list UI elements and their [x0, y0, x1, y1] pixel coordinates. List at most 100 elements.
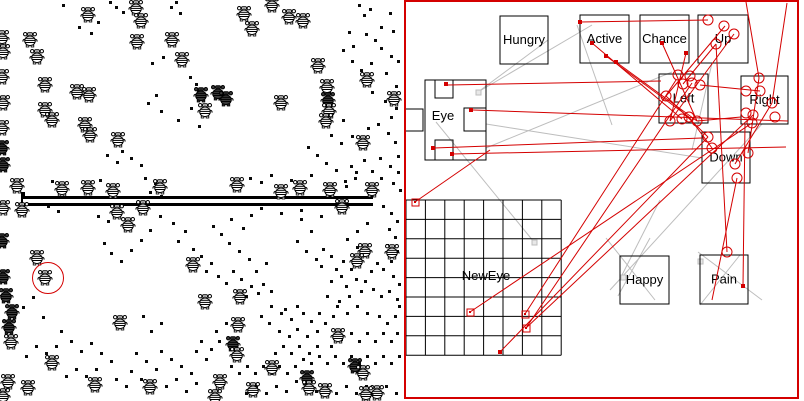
bug-sprite[interactable]	[0, 120, 10, 136]
bug-sprite[interactable]	[82, 127, 98, 143]
bug-sprite[interactable]	[9, 178, 25, 194]
eye-sensor-cell[interactable]	[463, 107, 487, 132]
bug-sprite[interactable]	[112, 315, 128, 331]
world-panel[interactable]	[0, 0, 404, 401]
bug-sprite[interactable]	[54, 181, 70, 197]
bug-sprite[interactable]	[133, 13, 149, 29]
bug-sprite[interactable]	[0, 269, 11, 285]
bug-sprite[interactable]	[245, 382, 261, 398]
bug-sprite[interactable]	[359, 72, 375, 88]
bug-sprite[interactable]	[164, 32, 180, 48]
bug-sprite[interactable]	[4, 304, 20, 320]
bug-sprite[interactable]	[20, 380, 36, 396]
bug-sprite[interactable]	[232, 289, 248, 305]
bug-sprite[interactable]	[0, 140, 10, 156]
bug-sprite[interactable]	[207, 389, 223, 401]
bug-sprite[interactable]	[0, 69, 10, 85]
bug-sprite[interactable]	[0, 233, 10, 249]
bug-sprite[interactable]	[185, 257, 201, 273]
eye-sensor-cell[interactable]	[434, 79, 454, 99]
food-dot	[142, 315, 145, 318]
food-dot	[382, 205, 385, 208]
node-box-hungry[interactable]	[499, 15, 549, 65]
food-dot	[380, 177, 383, 180]
bug-sprite[interactable]	[264, 360, 280, 376]
bug-sprite[interactable]	[0, 44, 11, 60]
bug-sprite[interactable]	[273, 184, 289, 200]
bug-sprite[interactable]	[105, 183, 121, 199]
bug-sprite[interactable]	[0, 388, 11, 401]
bug-sprite[interactable]	[318, 113, 334, 129]
bug-sprite[interactable]	[349, 253, 365, 269]
bug-sprite[interactable]	[230, 317, 246, 333]
food-dot	[97, 215, 100, 218]
bug-sprite[interactable]	[295, 13, 311, 29]
node-box-chance[interactable]	[639, 14, 690, 64]
bug-sprite[interactable]	[273, 95, 289, 111]
bug-sprite[interactable]	[317, 383, 333, 399]
bug-sprite[interactable]	[0, 288, 14, 304]
connection-line-red	[665, 95, 709, 138]
bug-sprite[interactable]	[229, 347, 245, 363]
bug-sprite[interactable]	[29, 49, 45, 65]
node-box-right[interactable]	[740, 75, 789, 125]
bug-sprite[interactable]	[44, 355, 60, 371]
bug-sprite[interactable]	[0, 157, 11, 173]
bug-sprite[interactable]	[334, 199, 350, 215]
node-box-up[interactable]	[697, 14, 749, 64]
bug-sprite[interactable]	[110, 132, 126, 148]
bug-sprite[interactable]	[81, 87, 97, 103]
bug-sprite[interactable]	[1, 319, 17, 335]
bug-sprite[interactable]	[310, 58, 326, 74]
eye-sensor-cell[interactable]	[434, 139, 454, 161]
red-hollow-square-dot	[469, 311, 471, 313]
bug-sprite[interactable]	[193, 87, 209, 103]
bug-sprite[interactable]	[152, 179, 168, 195]
food-dot	[356, 305, 359, 308]
bug-sprite[interactable]	[22, 32, 38, 48]
bug-sprite[interactable]	[292, 180, 308, 196]
bug-sprite[interactable]	[244, 21, 260, 37]
food-dot	[366, 332, 369, 335]
bug-sprite[interactable]	[44, 112, 60, 128]
bug-sprite[interactable]	[264, 0, 280, 13]
eye-sensor-cell[interactable]	[404, 108, 424, 132]
bug-sprite[interactable]	[322, 182, 338, 198]
bug-sprite[interactable]	[37, 77, 53, 93]
bug-sprite[interactable]	[358, 386, 374, 401]
bug-sprite[interactable]	[80, 7, 96, 23]
bug-sprite[interactable]	[229, 177, 245, 193]
node-box-left[interactable]	[658, 73, 709, 124]
bug-sprite[interactable]	[218, 91, 234, 107]
node-box-happy[interactable]	[619, 255, 670, 305]
bug-sprite[interactable]	[3, 334, 19, 350]
bug-sprite[interactable]	[142, 379, 158, 395]
bug-sprite[interactable]	[80, 180, 96, 196]
bug-sprite[interactable]	[212, 374, 228, 390]
food-dot	[55, 345, 58, 348]
bug-sprite[interactable]	[384, 244, 400, 260]
bug-sprite[interactable]	[301, 380, 317, 396]
bug-sprite[interactable]	[135, 200, 151, 216]
node-label-left: Left	[673, 91, 695, 106]
bug-sprite[interactable]	[236, 6, 252, 22]
bug-sprite[interactable]	[120, 217, 136, 233]
node-box-active[interactable]	[579, 14, 630, 64]
bug-sprite[interactable]	[197, 294, 213, 310]
bug-sprite[interactable]	[14, 202, 30, 218]
bug-sprite[interactable]	[355, 135, 371, 151]
bug-sprite[interactable]	[174, 52, 190, 68]
bug-sprite[interactable]	[386, 91, 402, 107]
connection-line-red	[499, 136, 709, 353]
food-dot	[280, 312, 283, 315]
bug-sprite[interactable]	[355, 365, 371, 381]
node-box-pain[interactable]	[699, 254, 749, 305]
bug-sprite[interactable]	[197, 103, 213, 119]
bug-sprite[interactable]	[0, 95, 11, 111]
bug-sprite[interactable]	[87, 377, 103, 393]
bug-sprite[interactable]	[330, 328, 346, 344]
bug-sprite[interactable]	[129, 34, 145, 50]
bug-sprite[interactable]	[364, 182, 380, 198]
bug-sprite[interactable]	[0, 200, 11, 216]
